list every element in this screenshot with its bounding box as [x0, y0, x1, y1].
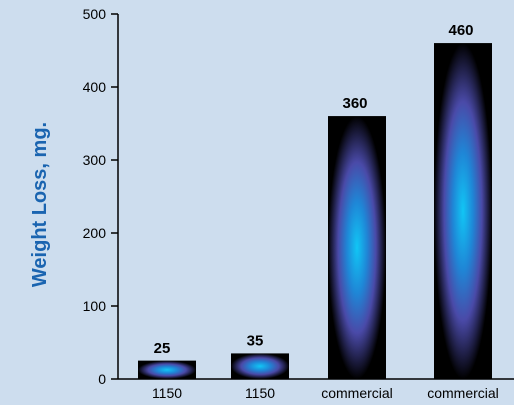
bar-data-label: 460: [448, 22, 473, 39]
bar-glow: [434, 43, 492, 379]
x-tick-label: commercial: [321, 385, 393, 401]
y-tick-labels: 0 100 200 300 400 500: [83, 6, 107, 387]
bars: [138, 43, 492, 379]
bar: [328, 116, 386, 379]
bar-data-label: 35: [247, 332, 264, 349]
data-labels: 25 35 360 460: [154, 22, 474, 357]
y-tick-label: 300: [83, 152, 107, 168]
x-tick-label: 1150: [245, 385, 275, 401]
x-tick-labels: 1150 1150 commercial commercial: [152, 385, 499, 401]
y-tick-label: 400: [83, 79, 107, 95]
y-tick-label: 200: [83, 225, 107, 241]
y-axis-label: Weight Loss, mg.: [29, 122, 51, 287]
bar: [434, 43, 492, 379]
bar-data-label: 25: [154, 340, 171, 357]
x-tick-label: 1150: [152, 385, 182, 401]
bar: [231, 353, 289, 379]
y-tick-label: 0: [98, 371, 106, 387]
bar: [138, 360, 196, 379]
bar-data-label: 360: [342, 95, 367, 112]
x-tick-label: commercial: [427, 385, 499, 401]
y-tick-label: 500: [83, 6, 107, 22]
bar-glow: [138, 360, 196, 379]
bar-glow: [328, 116, 386, 379]
bar-glow: [231, 353, 289, 379]
y-tick-label: 100: [83, 298, 107, 314]
